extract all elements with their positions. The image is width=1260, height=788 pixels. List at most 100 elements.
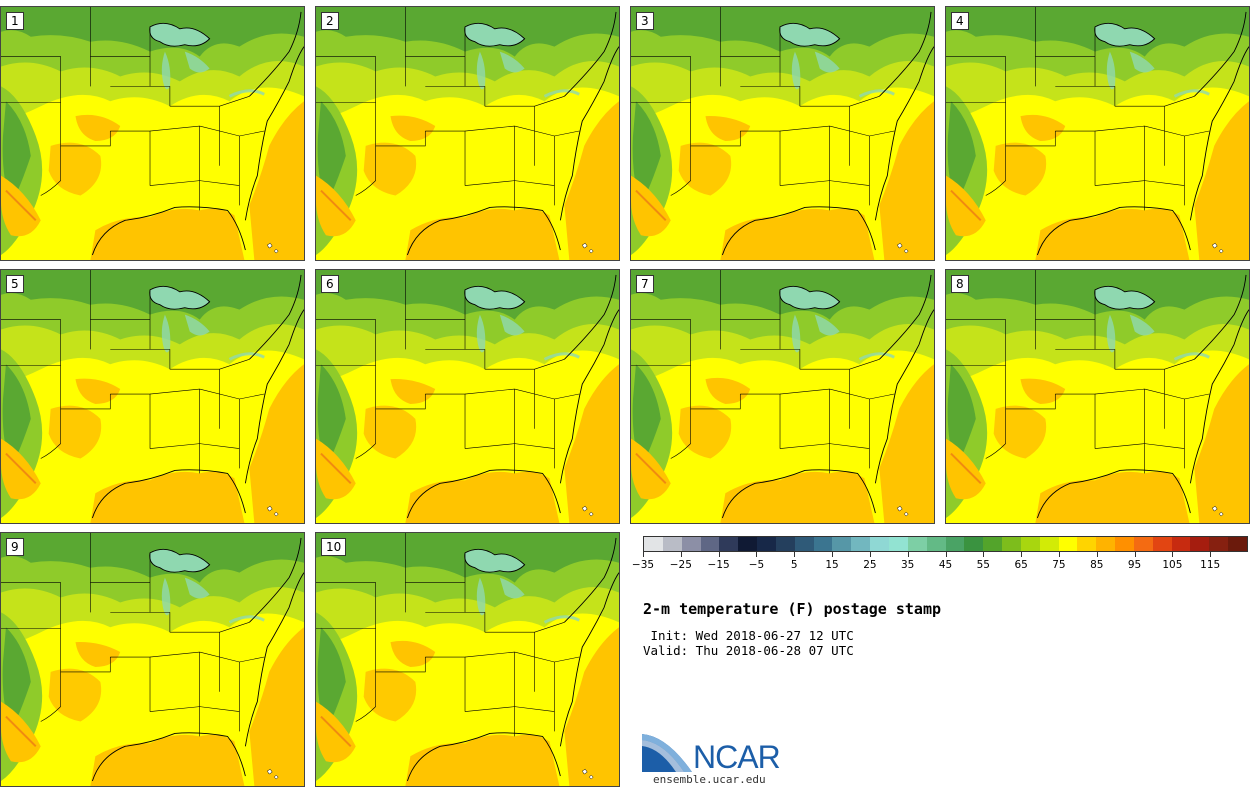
map-panel-10: 10 xyxy=(315,532,620,787)
colorbar-tick-label: 75 xyxy=(1052,559,1066,571)
member-number: 10 xyxy=(321,538,347,556)
colorbar-tick xyxy=(869,552,871,557)
colorbar-tick-label: 35 xyxy=(901,559,915,571)
member-number: 2 xyxy=(321,12,339,30)
colorbar-segment-13 xyxy=(888,537,908,551)
colorbar-segment-19 xyxy=(1002,537,1021,551)
colorbar-segment-23 xyxy=(1077,537,1097,551)
colorbar-tick-label: 65 xyxy=(1014,559,1028,571)
colorbar-segment-5 xyxy=(738,537,758,551)
temperature-map xyxy=(946,7,1249,260)
map-panel-7: 7 xyxy=(630,269,935,524)
colorbar-segment-17 xyxy=(964,537,984,551)
map-panel-4: 4 xyxy=(945,6,1250,261)
member-number: 8 xyxy=(951,275,969,293)
colorbar-segment-7 xyxy=(775,537,795,551)
colorbar-segment-8 xyxy=(794,537,814,551)
colorbar-tick xyxy=(680,552,682,557)
colorbar-tick-label: −5 xyxy=(748,559,765,571)
map-panel-1: 1 xyxy=(0,6,305,261)
colorbar-segment-14 xyxy=(907,537,927,551)
colorbar-tick xyxy=(1172,552,1174,557)
colorbar-tick xyxy=(1096,552,1098,557)
colorbar-tick xyxy=(718,552,720,557)
colorbar-tick xyxy=(1210,552,1212,557)
colorbar-tick-label: −25 xyxy=(669,559,692,571)
colorbar-tick-label: 15 xyxy=(825,559,839,571)
colorbar-tick xyxy=(1058,552,1060,557)
colorbar-segment-1 xyxy=(662,537,682,551)
colorbar-segment-26 xyxy=(1133,537,1153,551)
member-number: 3 xyxy=(636,12,654,30)
temperature-map xyxy=(316,7,619,260)
colorbar-segment-24 xyxy=(1096,537,1116,551)
temperature-map xyxy=(316,533,619,786)
map-panel-9: 9 xyxy=(0,532,305,787)
colorbar-segment-10 xyxy=(832,537,852,551)
colorbar-segment-6 xyxy=(757,537,776,551)
member-number: 1 xyxy=(6,12,24,30)
colorbar-segment-31 xyxy=(1228,537,1247,551)
colorbar xyxy=(643,536,1248,552)
colorbar-segment-29 xyxy=(1190,537,1210,551)
colorbar-segment-28 xyxy=(1171,537,1191,551)
colorbar-segment-0 xyxy=(644,537,663,551)
colorbar-tick xyxy=(1134,552,1136,557)
colorbar-tick xyxy=(983,552,985,557)
map-panel-5: 5 xyxy=(0,269,305,524)
temperature-map xyxy=(316,270,619,523)
temperature-map xyxy=(1,533,304,786)
colorbar-segment-21 xyxy=(1039,537,1059,551)
colorbar-segment-15 xyxy=(926,537,946,551)
colorbar-segment-4 xyxy=(719,537,739,551)
colorbar-tick-label: 115 xyxy=(1200,559,1221,571)
member-number: 5 xyxy=(6,275,24,293)
colorbar-segment-20 xyxy=(1020,537,1040,551)
member-number: 6 xyxy=(321,275,339,293)
colorbar-tick-label: 45 xyxy=(938,559,953,571)
colorbar-segment-9 xyxy=(813,537,833,551)
colorbar-tick xyxy=(832,552,834,557)
member-number: 4 xyxy=(951,12,969,30)
colorbar-tick-label: −35 xyxy=(631,559,655,571)
temperature-map xyxy=(631,7,934,260)
colorbar-segment-30 xyxy=(1209,537,1229,551)
colorbar-tick xyxy=(1021,552,1023,557)
temperature-map xyxy=(1,7,304,260)
site-url: ensemble.ucar.edu xyxy=(653,773,766,786)
colorbar-tick-label: −15 xyxy=(707,559,730,571)
colorbar-tick-label: 25 xyxy=(863,559,877,571)
valid-time: Valid: Thu 2018-06-28 07 UTC xyxy=(643,643,854,658)
colorbar-segment-2 xyxy=(681,537,701,551)
colorbar-segment-27 xyxy=(1152,537,1172,551)
colorbar-tick xyxy=(794,552,796,557)
temperature-map xyxy=(946,270,1249,523)
colorbar-tick-label: 85 xyxy=(1090,559,1104,571)
member-number: 9 xyxy=(6,538,24,556)
colorbar-tick-label: 5 xyxy=(790,559,798,571)
map-panel-2: 2 xyxy=(315,6,620,261)
member-number: 7 xyxy=(636,275,654,293)
temperature-map xyxy=(1,270,304,523)
colorbar-segment-11 xyxy=(851,537,871,551)
colorbar-tick xyxy=(907,552,909,557)
colorbar-tick-label: 95 xyxy=(1127,559,1142,571)
colorbar-segment-16 xyxy=(945,537,965,551)
ncar-logo-icon xyxy=(642,734,692,772)
colorbar-segment-12 xyxy=(870,537,889,551)
colorbar-segment-25 xyxy=(1115,537,1134,551)
colorbar-tick xyxy=(756,552,758,557)
colorbar-tick-label: 55 xyxy=(976,559,990,571)
map-panel-6: 6 xyxy=(315,269,620,524)
map-panel-8: 8 xyxy=(945,269,1250,524)
colorbar-tick-label: 105 xyxy=(1162,559,1183,571)
init-time: Init: Wed 2018-06-27 12 UTC xyxy=(643,628,854,643)
colorbar-segment-22 xyxy=(1058,537,1078,551)
colorbar-ticks: −35 −25 −15 −5 5 15 25 35 45 55 65 75 85 95 105 115 xyxy=(632,552,1248,574)
colorbar-tick xyxy=(945,552,947,557)
colorbar-segment-18 xyxy=(983,537,1003,551)
map-panel-3: 3 xyxy=(630,6,935,261)
logo-text: NCAR xyxy=(693,739,781,775)
colorbar-segment-3 xyxy=(700,537,720,551)
temperature-map xyxy=(631,270,934,523)
